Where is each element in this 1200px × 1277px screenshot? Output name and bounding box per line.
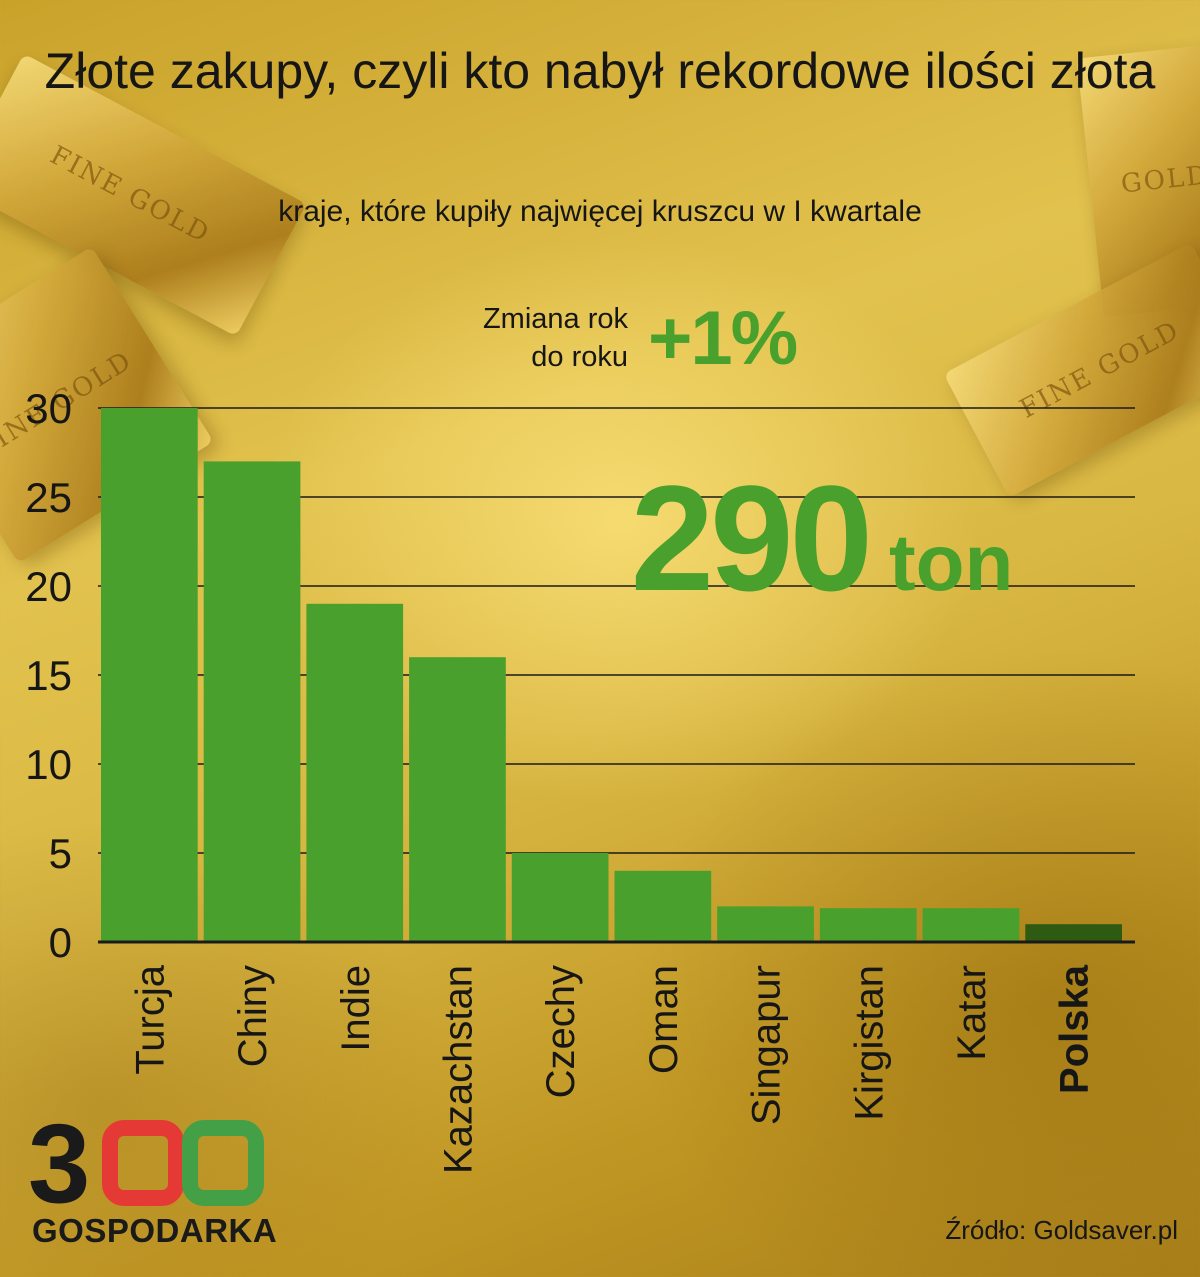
y-tick-label: 10: [25, 741, 72, 788]
total-annotation: 290 ton: [612, 458, 1032, 618]
gospodarka-logo: 3: [28, 1120, 264, 1226]
y-axis-ticks: 0 5 10 15 20 25 30: [25, 385, 72, 966]
bars: [101, 408, 1122, 942]
y-tick-label: 0: [49, 919, 72, 966]
category-label-czechy: Czechy: [539, 965, 583, 1098]
yoy-label-line2: do roku: [531, 341, 628, 373]
total-value: 290: [630, 454, 873, 622]
y-tick-label: 25: [25, 474, 72, 521]
category-label-polska: Polska: [1053, 964, 1097, 1094]
y-tick-label: 15: [25, 652, 72, 699]
yoy-label: Zmiana rok do roku: [328, 300, 628, 376]
chart-title: Złote zakupy, czyli kto nabył rekordowe …: [44, 43, 1156, 99]
category-label-indie: Indie: [334, 965, 378, 1052]
bar-kazachstan: [409, 657, 506, 942]
category-label-oman: Oman: [642, 965, 686, 1074]
source-note: Źródło: Goldsaver.pl: [945, 1215, 1178, 1245]
category-label-chiny: Chiny: [231, 965, 275, 1067]
yoy-value: +1%: [648, 296, 798, 381]
category-label-kazachstan: Kazachstan: [436, 965, 480, 1174]
y-tick-label: 20: [25, 563, 72, 610]
chart-subtitle: kraje, które kupiły najwięcej kruszcu w …: [278, 195, 922, 228]
bar-singapur: [717, 906, 814, 942]
category-label-turcja: Turcja: [128, 964, 172, 1074]
logo-zero-red: [102, 1120, 184, 1206]
bar-polska: [1025, 924, 1122, 942]
bar-indie: [306, 603, 404, 942]
bar-kirgistan: [819, 908, 917, 942]
category-labels: Turcja Chiny Indie Kazachstan Czechy Oman Sing…: [128, 964, 1096, 1174]
total-unit: ton: [888, 518, 1014, 607]
bar-katar: [922, 908, 1020, 942]
category-label-katar: Katar: [950, 965, 994, 1061]
logo-zero-green: [182, 1120, 264, 1206]
bar-czechy: [511, 853, 609, 942]
category-label-singapur: Singapur: [745, 965, 789, 1125]
category-label-kirgistan: Kirgistan: [847, 965, 891, 1121]
bar-chiny: [203, 461, 301, 942]
logo-digit-three: 3: [28, 1120, 90, 1226]
y-tick-label: 5: [49, 830, 72, 877]
logo-wordmark: GOSPODARKA: [32, 1212, 278, 1249]
y-tick-label: 30: [25, 385, 72, 432]
bar-turcja: [101, 408, 198, 942]
bar-oman: [614, 870, 712, 942]
yoy-label-line1: Zmiana rok: [482, 303, 628, 335]
